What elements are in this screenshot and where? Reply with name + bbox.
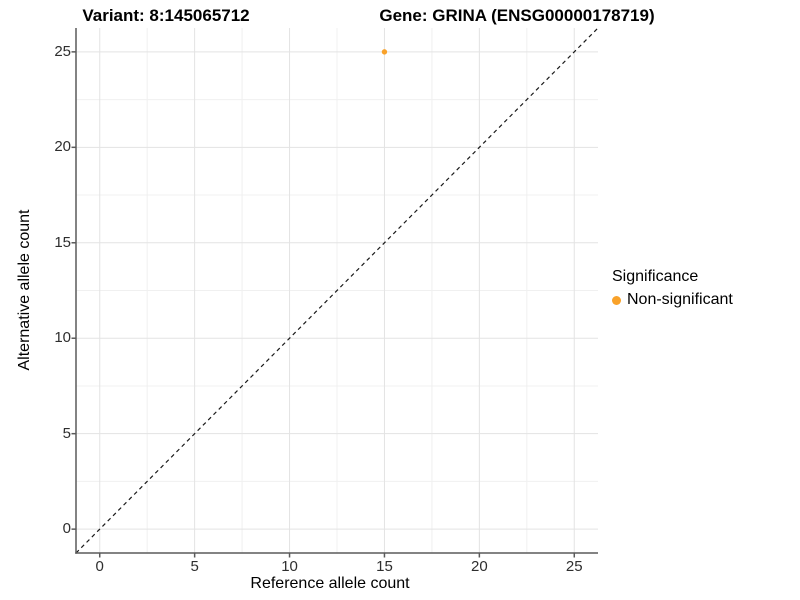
legend-point-icon — [612, 295, 621, 305]
identity-dashed-line — [75, 27, 599, 554]
y-tick-label: 10 — [54, 329, 71, 347]
y-axis-title: Alternative allele count — [16, 209, 33, 371]
tick-marks — [71, 51, 576, 558]
variant-title: Variant: 8:145065712 — [82, 6, 250, 25]
y-tick-label: 0 — [62, 520, 71, 538]
x-tick-label: 0 — [95, 558, 104, 575]
y-tick-label: 20 — [54, 138, 71, 156]
x-tick-label: 5 — [190, 558, 199, 575]
legend-item: Non-significant — [612, 291, 733, 309]
legend-title: Significance — [612, 268, 699, 285]
grid-minor — [76, 28, 598, 553]
grid-major — [76, 28, 598, 553]
x-axis-title: Reference allele count — [250, 575, 410, 592]
legend-item-label: Non-significant — [627, 291, 733, 308]
x-tick-label: 20 — [471, 558, 488, 575]
axis-lines — [75, 28, 598, 554]
y-tick-label: 25 — [54, 42, 71, 60]
y-tick-label: 5 — [62, 424, 71, 442]
gene-title: Gene: GRINA (ENSG00000178719) — [379, 6, 655, 25]
data-point — [381, 49, 388, 55]
x-tick-label: 15 — [376, 558, 393, 575]
legend: Significance Non-significant — [612, 268, 733, 309]
y-tick-label: 15 — [54, 233, 71, 251]
x-tick-label: 10 — [281, 558, 298, 575]
x-tick-label: 25 — [565, 558, 583, 575]
data-points — [381, 49, 388, 55]
